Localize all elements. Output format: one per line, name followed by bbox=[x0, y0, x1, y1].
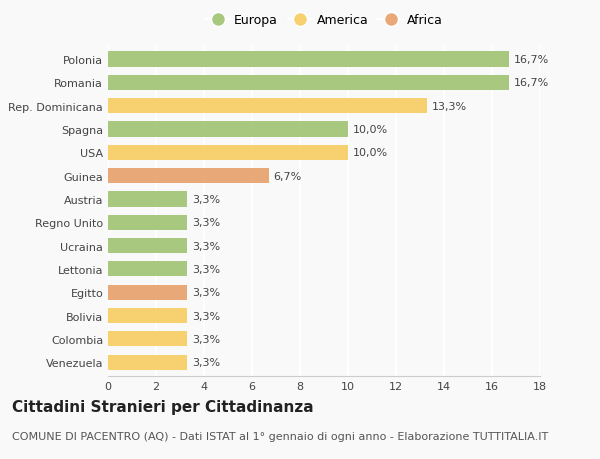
Text: 3,3%: 3,3% bbox=[192, 288, 220, 297]
Legend: Europa, America, Africa: Europa, America, Africa bbox=[200, 9, 448, 32]
Bar bbox=[108, 192, 187, 207]
Bar bbox=[108, 239, 187, 254]
Bar bbox=[108, 262, 187, 277]
Text: Cittadini Stranieri per Cittadinanza: Cittadini Stranieri per Cittadinanza bbox=[12, 399, 314, 414]
Bar bbox=[108, 168, 269, 184]
Text: COMUNE DI PACENTRO (AQ) - Dati ISTAT al 1° gennaio di ogni anno - Elaborazione T: COMUNE DI PACENTRO (AQ) - Dati ISTAT al … bbox=[12, 431, 548, 442]
Text: 3,3%: 3,3% bbox=[192, 358, 220, 367]
Text: 10,0%: 10,0% bbox=[353, 125, 388, 134]
Text: 3,3%: 3,3% bbox=[192, 311, 220, 321]
Text: 3,3%: 3,3% bbox=[192, 195, 220, 205]
Bar bbox=[108, 76, 509, 91]
Bar bbox=[108, 52, 509, 67]
Text: 13,3%: 13,3% bbox=[432, 101, 467, 112]
Bar bbox=[108, 285, 187, 300]
Bar bbox=[108, 215, 187, 230]
Text: 16,7%: 16,7% bbox=[514, 78, 549, 88]
Text: 3,3%: 3,3% bbox=[192, 241, 220, 251]
Bar bbox=[108, 355, 187, 370]
Text: 16,7%: 16,7% bbox=[514, 55, 549, 65]
Bar bbox=[108, 146, 348, 161]
Text: 3,3%: 3,3% bbox=[192, 334, 220, 344]
Bar bbox=[108, 308, 187, 324]
Bar bbox=[108, 331, 187, 347]
Text: 3,3%: 3,3% bbox=[192, 218, 220, 228]
Text: 10,0%: 10,0% bbox=[353, 148, 388, 158]
Text: 6,7%: 6,7% bbox=[274, 171, 302, 181]
Text: 3,3%: 3,3% bbox=[192, 264, 220, 274]
Bar bbox=[108, 122, 348, 137]
Bar bbox=[108, 99, 427, 114]
